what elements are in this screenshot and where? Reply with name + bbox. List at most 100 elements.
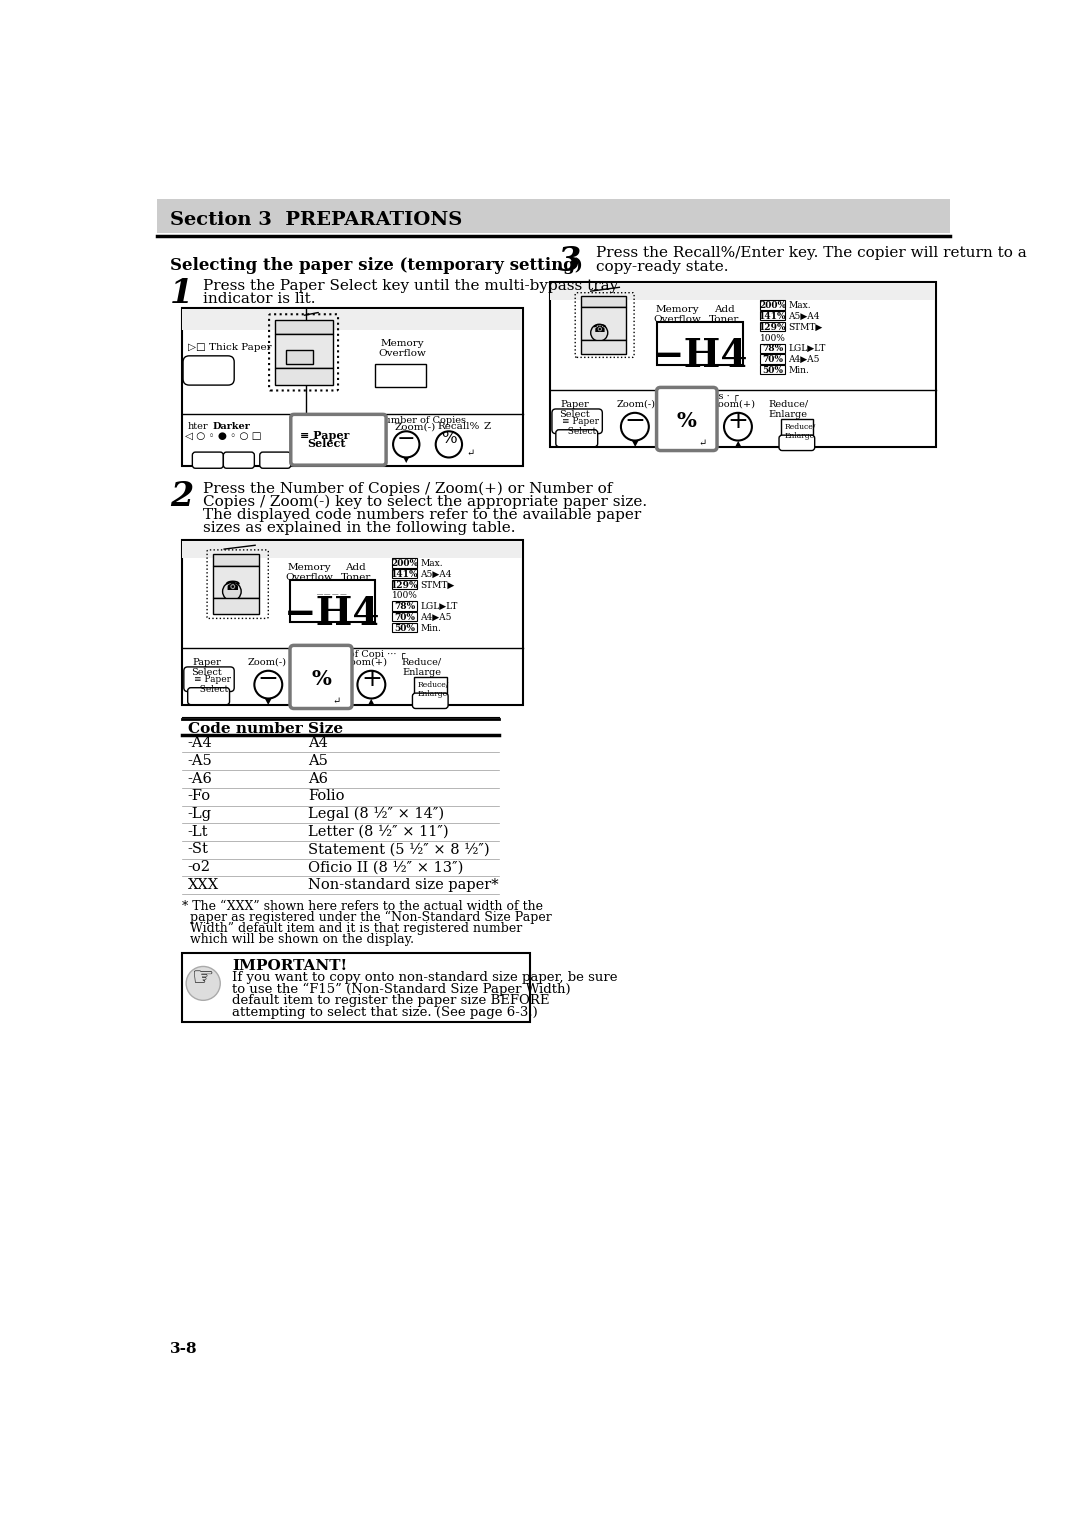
Text: ▼: ▼ [403, 455, 409, 465]
Text: Darker: Darker [213, 422, 251, 431]
Text: ▲: ▲ [368, 697, 375, 706]
Text: Recall%: Recall% [664, 400, 703, 408]
Bar [183, 541, 522, 558]
Bar [760, 354, 785, 364]
Text: STMT▶: STMT▶ [788, 322, 823, 332]
Text: Reduce/
Enlarge: Reduce/ Enlarge [402, 657, 442, 677]
Text: 129%: 129% [759, 322, 786, 332]
Text: ▼: ▼ [265, 697, 271, 706]
Text: Zoom(-): Zoom(-) [617, 400, 656, 408]
Circle shape [591, 324, 608, 341]
Text: Statement (5 ½″ × 8 ½″): Statement (5 ½″ × 8 ½″) [308, 842, 489, 857]
Circle shape [621, 413, 649, 440]
Text: Reduce/
Enlarge: Reduce/ Enlarge [768, 400, 809, 419]
FancyBboxPatch shape [183, 356, 234, 385]
Text: Min.: Min. [788, 365, 809, 374]
Text: 100%: 100% [392, 591, 418, 601]
Circle shape [186, 966, 220, 1001]
Text: −: − [258, 668, 279, 691]
Text: Zoom(-): Zoom(-) [394, 422, 436, 431]
Circle shape [724, 413, 752, 440]
Text: 100%: 100% [760, 333, 786, 342]
Bar [181, 539, 523, 706]
FancyBboxPatch shape [657, 388, 717, 451]
Text: Memory
Overflow: Memory Overflow [653, 306, 701, 324]
Text: ▲: ▲ [734, 439, 741, 448]
FancyBboxPatch shape [552, 410, 603, 434]
Text: ▼: ▼ [632, 439, 638, 448]
Text: Letter (8 ½″ × 11″): Letter (8 ½″ × 11″) [308, 825, 448, 839]
Text: 129%: 129% [391, 581, 419, 590]
Text: Press the Number of Copies / Zoom(+) or Number of: Press the Number of Copies / Zoom(+) or … [203, 481, 612, 495]
Text: Code number: Code number [188, 721, 302, 735]
FancyBboxPatch shape [300, 445, 362, 465]
Bar [213, 565, 259, 599]
Text: ↵: ↵ [699, 439, 706, 448]
Text: Min.: Min. [420, 623, 441, 633]
Text: Copies / Zoom(-) key to select the appropriate paper size.: Copies / Zoom(-) key to select the appro… [203, 495, 647, 509]
Bar [657, 322, 743, 365]
Text: Recall%: Recall% [437, 422, 480, 431]
Text: Size: Size [308, 721, 343, 735]
Bar [581, 339, 625, 353]
Text: ↵: ↵ [467, 448, 475, 457]
Text: 1: 1 [170, 277, 193, 310]
Text: Recall%: Recall% [297, 657, 337, 666]
Text: −: − [397, 428, 416, 451]
Text: Add
Toner: Add Toner [340, 562, 372, 582]
FancyBboxPatch shape [291, 645, 352, 709]
Text: -o2: -o2 [188, 860, 211, 874]
Circle shape [255, 671, 282, 698]
Text: ┐ ··· mber of Copi ··· ┌: ┐ ··· mber of Copi ··· ┌ [298, 649, 405, 659]
Circle shape [222, 582, 241, 601]
Text: Max.: Max. [788, 301, 811, 310]
Text: −−−−: −−−− [316, 591, 349, 601]
Text: to use the “F15” (Non-Standard Size Paper Width): to use the “F15” (Non-Standard Size Pape… [232, 983, 570, 996]
FancyBboxPatch shape [260, 452, 291, 468]
Bar [581, 296, 625, 307]
Circle shape [393, 431, 419, 457]
Text: 70%: 70% [394, 613, 415, 622]
Circle shape [357, 671, 386, 698]
Text: A4: A4 [308, 736, 327, 750]
Bar [760, 365, 785, 374]
Text: A5: A5 [308, 753, 327, 769]
Bar [274, 319, 333, 333]
Text: IMPORTANT!: IMPORTANT! [232, 958, 347, 973]
Text: 141%: 141% [391, 570, 419, 579]
Text: −H4: −H4 [284, 596, 381, 633]
Text: ☎: ☎ [592, 324, 606, 335]
Text: ▷□ Thick Paper: ▷□ Thick Paper [188, 342, 271, 351]
Bar [274, 368, 333, 385]
Text: %: % [677, 411, 697, 431]
Bar [392, 581, 417, 590]
Circle shape [435, 431, 462, 457]
Bar [760, 301, 785, 310]
Text: LGL▶LT: LGL▶LT [420, 602, 458, 611]
Bar [375, 364, 426, 387]
Text: Add
Toner: Add Toner [708, 306, 739, 324]
Text: ≡ Paper
  Select: ≡ Paper Select [194, 675, 231, 694]
Text: -Lt: -Lt [188, 825, 208, 839]
Text: A6: A6 [308, 772, 328, 785]
FancyBboxPatch shape [291, 414, 387, 465]
Text: +: + [728, 410, 748, 432]
Text: 50%: 50% [394, 623, 415, 633]
Text: hter: hter [188, 422, 208, 431]
Text: %: % [441, 431, 457, 448]
Text: ☎: ☎ [224, 581, 240, 593]
FancyBboxPatch shape [224, 452, 255, 468]
Text: Max.: Max. [420, 559, 443, 568]
Bar [286, 350, 313, 364]
Text: Press the Recall%/Enter key. The copier will return to a: Press the Recall%/Enter key. The copier … [596, 246, 1027, 260]
Text: −H4: −H4 [651, 338, 748, 376]
Text: -A4: -A4 [188, 736, 213, 750]
Bar [392, 558, 417, 567]
Text: Paper
Select: Paper Select [559, 400, 590, 419]
Text: 50%: 50% [762, 365, 783, 374]
Text: ≡ Paper
  Select: ≡ Paper Select [562, 417, 599, 435]
Text: Zoom(+): Zoom(+) [343, 657, 388, 666]
Text: STMT▶: STMT▶ [420, 581, 455, 590]
Circle shape [672, 411, 702, 442]
Text: A5▶A4: A5▶A4 [788, 312, 820, 321]
